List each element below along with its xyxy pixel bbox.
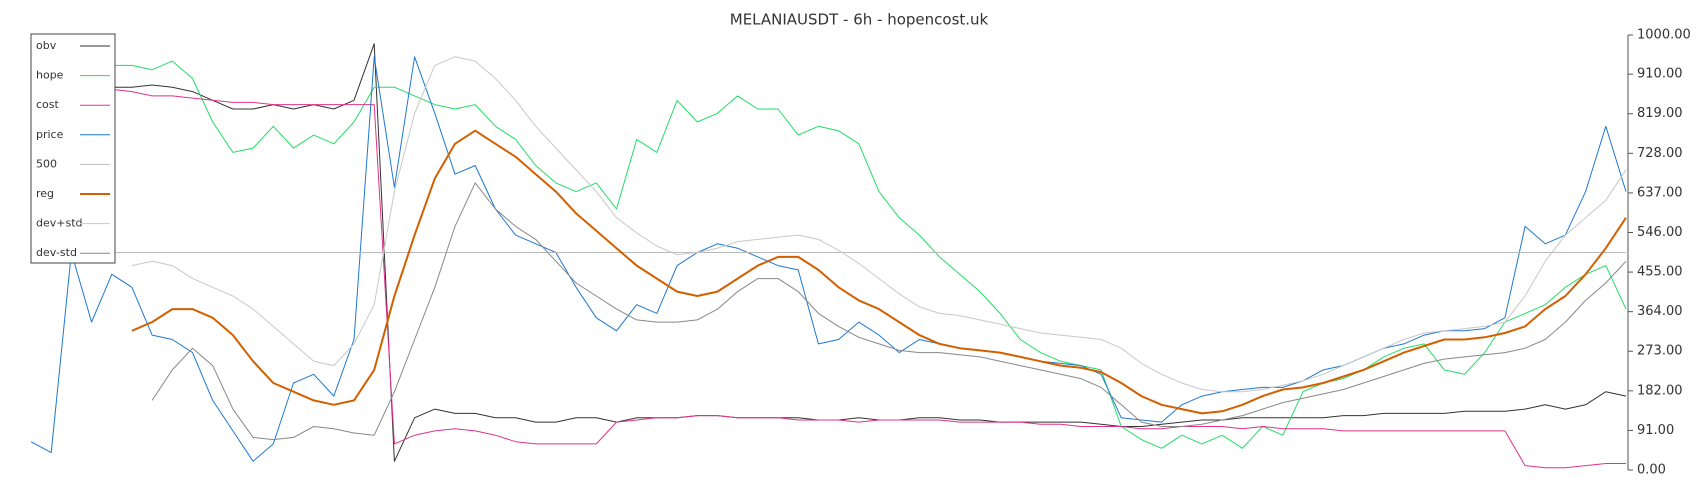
y-tick-label: 182.00 bbox=[1637, 383, 1683, 398]
legend-label: obv bbox=[36, 39, 57, 52]
plot-area bbox=[30, 43, 1627, 469]
legend-box bbox=[30, 33, 116, 264]
y-tick-label: 1000.00 bbox=[1637, 28, 1691, 43]
legend-label: hope bbox=[36, 69, 64, 82]
y-tick-label: 364.00 bbox=[1637, 304, 1683, 319]
legend-label: price bbox=[36, 128, 64, 141]
legend-label: reg bbox=[36, 187, 54, 200]
legend: obv hope cost price 500 reg dev+std dev-std bbox=[30, 33, 116, 264]
y-tick-label: 910.00 bbox=[1637, 67, 1683, 82]
y-tick-label: 273.00 bbox=[1637, 344, 1683, 359]
legend-label: 500 bbox=[36, 157, 57, 170]
series-line bbox=[131, 129, 1627, 415]
y-tick-label: 455.00 bbox=[1637, 265, 1683, 280]
y-tick-label: 0.00 bbox=[1637, 463, 1666, 478]
series-line bbox=[30, 56, 1627, 462]
legend-label: cost bbox=[36, 98, 60, 111]
y-tick-label: 819.00 bbox=[1637, 106, 1683, 121]
y-tick-label: 91.00 bbox=[1637, 423, 1674, 438]
y-tick-label: 637.00 bbox=[1637, 185, 1683, 200]
series-line bbox=[151, 182, 1627, 441]
y-tick-label: 728.00 bbox=[1637, 146, 1683, 161]
series-line bbox=[131, 56, 1627, 393]
legend-label: dev+std bbox=[36, 217, 83, 230]
legend-label: dev-std bbox=[36, 246, 77, 259]
series-line bbox=[31, 86, 1626, 469]
y-tick-label: 546.00 bbox=[1637, 225, 1683, 240]
chart-title: MELANIAUSDT - 6h - hopencost.uk bbox=[730, 11, 989, 29]
